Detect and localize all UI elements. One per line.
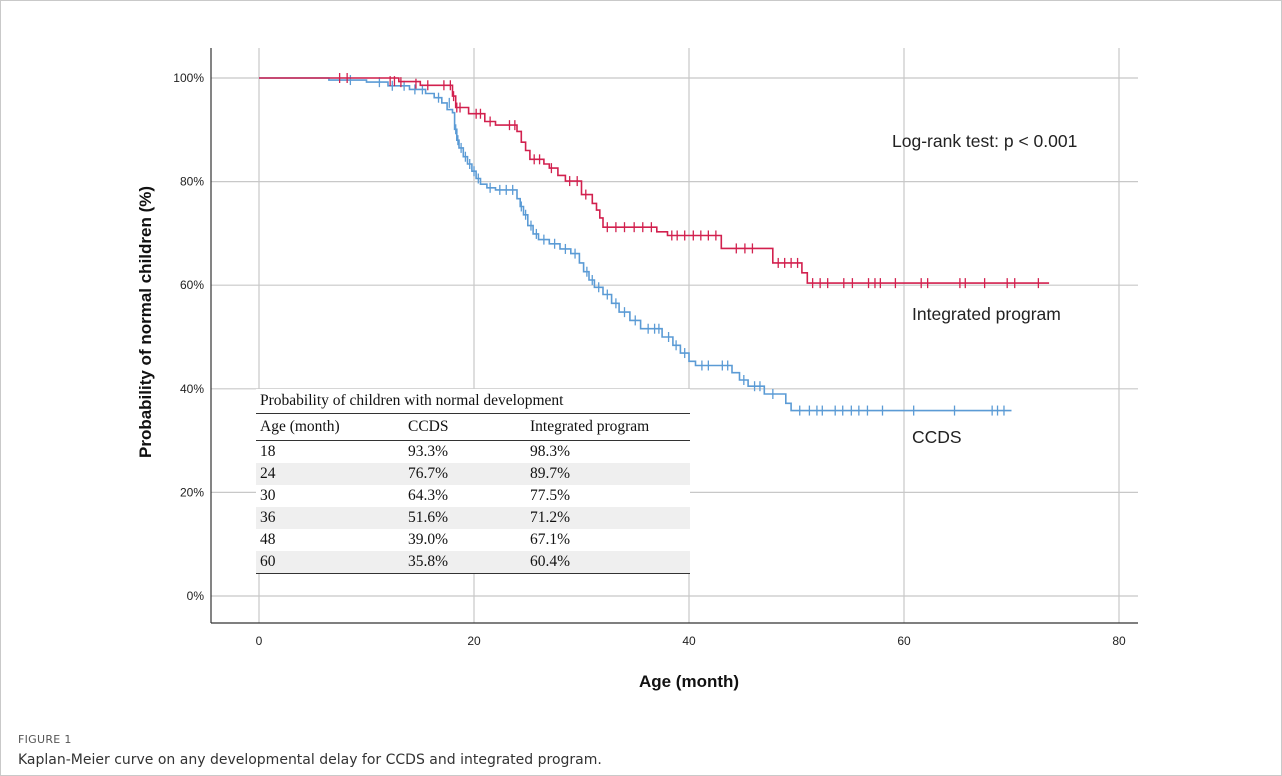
cell-integrated: 77.5%: [530, 487, 571, 504]
y-tick-label: 100%: [173, 71, 204, 85]
cell-age: 18: [260, 443, 276, 460]
series-label-integrated: Integrated program: [912, 304, 1061, 324]
y-tick-label: 0%: [187, 589, 205, 603]
series-ccds: [259, 75, 1012, 416]
cell-ccds: 39.0%: [408, 531, 449, 548]
table-row: 30 64.3% 77.5%: [256, 485, 690, 507]
survival-line: [259, 77, 1012, 412]
cell-ccds: 76.7%: [408, 463, 530, 485]
table-row: 24 76.7% 89.7%: [256, 463, 690, 485]
series-label-ccds: CCDS: [912, 427, 962, 447]
x-tick-label: 60: [897, 634, 911, 648]
series-group: [259, 73, 1050, 416]
x-tick-label: 40: [682, 634, 696, 648]
inset-table: Age (month) CCDS Integrated program 18 9…: [256, 414, 690, 574]
table-row: 48 39.0% 67.1%: [256, 529, 690, 551]
labels-group: 0 20 40 60 800%20%40%60%80%100%Age (month)Pr…: [136, 71, 1126, 691]
axes: [210, 48, 1138, 624]
y-tick-label: 60%: [180, 278, 204, 292]
inset-table-box: Probability of children with normal deve…: [256, 389, 690, 574]
inset-table-header-row: Age (month) CCDS Integrated program: [256, 414, 690, 441]
x-axis-title: Age (month): [639, 672, 739, 691]
cell-integrated: 98.3%: [530, 443, 571, 460]
table-row: 60 35.8% 60.4%: [256, 551, 690, 574]
series-integrated-program: [259, 73, 1050, 289]
cell-ccds: 64.3%: [408, 487, 449, 504]
cell-ccds: 35.8%: [408, 551, 530, 574]
survival-line: [259, 77, 1050, 284]
cell-ccds: 93.3%: [408, 443, 449, 460]
cell-age: 60: [256, 551, 408, 574]
logrank-annotation: Log-rank test: p < 0.001: [892, 131, 1077, 151]
figure-caption: Kaplan-Meier curve on any developmental …: [18, 752, 602, 768]
cell-integrated: 71.2%: [530, 507, 690, 529]
table-row: 18 93.3% 98.3%: [256, 441, 690, 464]
y-tick-label: 40%: [180, 382, 204, 396]
y-tick-label: 20%: [180, 485, 204, 499]
cell-integrated: 60.4%: [530, 551, 690, 574]
x-tick-label: 80: [1112, 634, 1126, 648]
cell-age: 48: [260, 531, 276, 548]
x-tick-label: 0: [256, 634, 263, 648]
y-tick-label: 80%: [180, 175, 204, 189]
x-tick-label: 20: [467, 634, 481, 648]
inset-col-ccds: CCDS: [408, 414, 530, 441]
table-row: 36 51.6% 71.2%: [256, 507, 690, 529]
cell-age: 36: [256, 507, 408, 529]
inset-col-age: Age (month): [256, 414, 408, 441]
cell-integrated: 89.7%: [530, 463, 690, 485]
figure-label: FIGURE 1: [18, 733, 72, 746]
cell-age: 30: [260, 487, 276, 504]
inset-table-title: Probability of children with normal deve…: [256, 389, 690, 414]
cell-age: 24: [256, 463, 408, 485]
inset-col-integrated: Integrated program: [530, 414, 690, 441]
y-axis-title: Probability of normal children (%): [136, 186, 155, 458]
cell-ccds: 51.6%: [408, 507, 530, 529]
cell-integrated: 67.1%: [530, 531, 571, 548]
